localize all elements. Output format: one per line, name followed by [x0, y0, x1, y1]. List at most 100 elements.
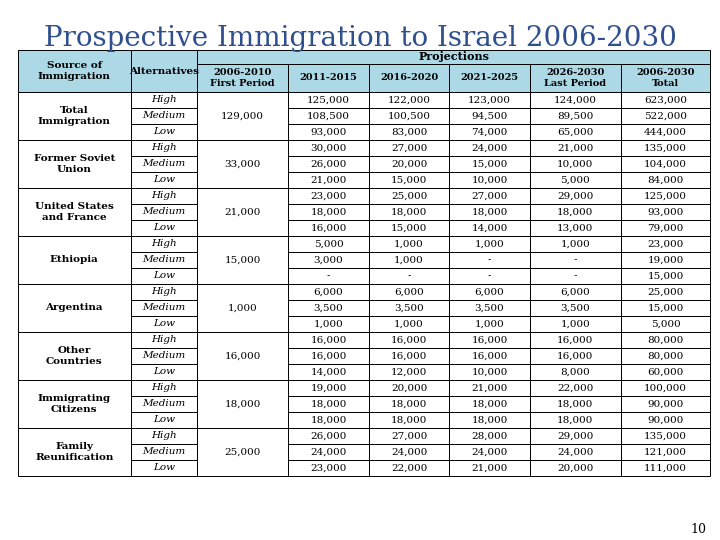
Text: 22,000: 22,000 [391, 463, 427, 472]
Text: 104,000: 104,000 [644, 159, 687, 168]
Text: Low: Low [153, 127, 175, 137]
Bar [369, 108, 449, 124]
Bar [197, 140, 289, 188]
Text: 90,000: 90,000 [647, 400, 684, 408]
Text: 29,000: 29,000 [557, 431, 593, 441]
Bar [621, 348, 710, 364]
Text: High: High [151, 383, 176, 393]
Text: 2016-2020: 2016-2020 [380, 73, 438, 83]
Bar [130, 428, 197, 444]
Bar [130, 444, 197, 460]
Text: 16,000: 16,000 [310, 352, 347, 361]
Bar [449, 380, 530, 396]
Text: 18,000: 18,000 [557, 207, 593, 217]
Bar [369, 284, 449, 300]
Text: 10,000: 10,000 [557, 159, 593, 168]
Bar [369, 156, 449, 172]
Bar [289, 108, 369, 124]
Bar [621, 204, 710, 220]
Bar [621, 124, 710, 140]
Text: 79,000: 79,000 [647, 224, 684, 233]
Bar [530, 428, 621, 444]
Bar [621, 284, 710, 300]
Bar [449, 124, 530, 140]
Text: 3,500: 3,500 [474, 303, 505, 313]
Bar [621, 156, 710, 172]
Text: High: High [151, 192, 176, 200]
Bar [449, 284, 530, 300]
Bar [621, 252, 710, 268]
Bar [130, 348, 197, 364]
Text: 15,000: 15,000 [472, 159, 508, 168]
Text: 23,000: 23,000 [310, 463, 347, 472]
Bar [621, 412, 710, 428]
Text: Medium: Medium [143, 255, 186, 265]
Bar [130, 204, 197, 220]
Text: 26,000: 26,000 [310, 431, 347, 441]
Text: 18,000: 18,000 [391, 400, 427, 408]
Text: 24,000: 24,000 [557, 448, 593, 456]
Bar [18, 236, 130, 284]
Text: -: - [574, 272, 577, 280]
Text: High: High [151, 431, 176, 441]
Text: Ethiopia: Ethiopia [50, 255, 99, 265]
Bar [289, 364, 369, 380]
Bar [197, 92, 289, 140]
Text: 3,500: 3,500 [314, 303, 343, 313]
Text: 129,000: 129,000 [221, 111, 264, 120]
Bar [289, 428, 369, 444]
Text: -: - [327, 272, 330, 280]
Text: 121,000: 121,000 [644, 448, 687, 456]
Text: 16,000: 16,000 [391, 335, 427, 345]
Text: Total
Immigration: Total Immigration [38, 106, 111, 126]
Text: 1,000: 1,000 [474, 240, 505, 248]
Text: 2026-2030
Last Period: 2026-2030 Last Period [544, 68, 606, 87]
Text: 22,000: 22,000 [557, 383, 593, 393]
Bar [130, 396, 197, 412]
Bar [18, 428, 130, 476]
Bar [530, 252, 621, 268]
Bar [289, 124, 369, 140]
Bar [621, 236, 710, 252]
Text: 2021-2025: 2021-2025 [461, 73, 518, 83]
Bar [449, 252, 530, 268]
Bar [449, 316, 530, 332]
Bar [530, 140, 621, 156]
Bar [530, 460, 621, 476]
Text: 12,000: 12,000 [391, 368, 427, 376]
Text: Low: Low [153, 368, 175, 376]
Text: 5,000: 5,000 [314, 240, 343, 248]
Text: 1,000: 1,000 [394, 255, 424, 265]
Text: 623,000: 623,000 [644, 96, 687, 105]
Bar [621, 92, 710, 108]
Text: 18,000: 18,000 [472, 207, 508, 217]
Text: 16,000: 16,000 [310, 335, 347, 345]
Bar [369, 64, 449, 92]
Bar [289, 460, 369, 476]
Bar [289, 156, 369, 172]
Bar [18, 140, 130, 188]
Text: 23,000: 23,000 [647, 240, 684, 248]
Bar [449, 268, 530, 284]
Bar [449, 348, 530, 364]
Text: 24,000: 24,000 [472, 144, 508, 152]
Bar [130, 252, 197, 268]
Text: -: - [487, 255, 491, 265]
Bar [530, 220, 621, 236]
Bar [130, 380, 197, 396]
Bar [621, 380, 710, 396]
Text: 30,000: 30,000 [310, 144, 347, 152]
Text: 522,000: 522,000 [644, 111, 687, 120]
Text: 27,000: 27,000 [391, 144, 427, 152]
Text: -: - [574, 255, 577, 265]
Bar [621, 220, 710, 236]
Bar [130, 50, 197, 92]
Bar [289, 348, 369, 364]
Bar [621, 188, 710, 204]
Bar [18, 92, 130, 140]
Bar [369, 172, 449, 188]
Text: 19,000: 19,000 [310, 383, 347, 393]
Text: 16,000: 16,000 [557, 335, 593, 345]
Bar [130, 332, 197, 348]
Bar [130, 236, 197, 252]
